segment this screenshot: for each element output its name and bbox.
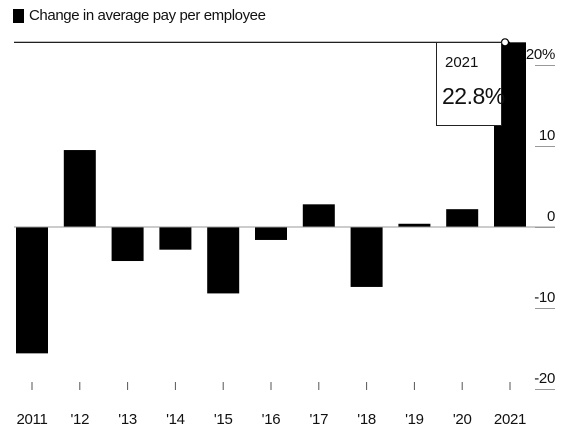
bar-'18: [350, 227, 383, 287]
bar-'15: [207, 227, 240, 294]
legend-label: Change in average pay per employee: [29, 7, 266, 24]
x-tick-label: 2011: [16, 411, 47, 428]
x-tick-label: '16: [262, 411, 281, 428]
legend: Change in average pay per employee: [13, 7, 266, 24]
x-tick-label: '20: [453, 411, 472, 428]
bar-'16: [255, 227, 287, 240]
bar-'12: [63, 150, 96, 227]
x-tick-label: '17: [309, 411, 328, 428]
annotation-year: 2021: [445, 54, 479, 71]
legend-swatch: [13, 8, 24, 23]
bar-'14: [159, 227, 192, 250]
bar-'19: [398, 223, 431, 227]
bar-'13: [111, 227, 144, 262]
value-marker-dot: [500, 38, 510, 47]
bar-'17: [302, 204, 335, 227]
x-tick-label: '12: [70, 411, 89, 428]
x-tick-label: '18: [357, 411, 376, 428]
bar-2011: [16, 227, 48, 354]
x-tick-label: '19: [405, 411, 424, 428]
x-tick-label: '15: [214, 411, 233, 428]
y-tick-label: 10: [539, 127, 555, 144]
y-tick-label: 0: [547, 208, 555, 225]
annotation-callout: 2021 22.8%: [436, 42, 505, 126]
y-tick-label: -20: [534, 370, 555, 387]
x-tick-label: '14: [166, 411, 185, 428]
x-tick-label: 2021: [494, 411, 526, 428]
x-tick-label: '13: [118, 411, 137, 428]
y-tick-label: -10: [534, 289, 555, 306]
bar-'20: [446, 209, 479, 227]
annotation-value: 22.8%: [442, 83, 505, 109]
y-tick-label: 20%: [526, 46, 555, 63]
